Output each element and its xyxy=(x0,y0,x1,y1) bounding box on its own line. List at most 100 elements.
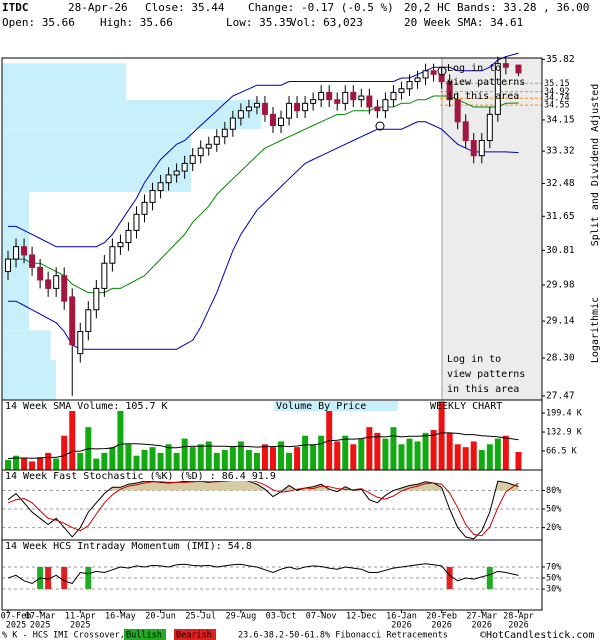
symbol: ITDC xyxy=(2,1,29,14)
x-tick-label: 12-Dec xyxy=(346,612,377,622)
y-tick-label: 32.48 xyxy=(546,178,575,189)
volume-bar xyxy=(470,441,477,470)
volume-bar xyxy=(261,444,268,470)
candle-body xyxy=(278,117,285,127)
volume-bar xyxy=(77,452,84,470)
y-tick-label: 132.9 K xyxy=(546,428,583,438)
candle-body xyxy=(29,254,36,268)
legend-bands: 20,2 HC Bands: 33.28 , 36.00 xyxy=(404,1,589,14)
volume-bar xyxy=(326,404,333,470)
candle-body xyxy=(149,190,156,203)
candle-body xyxy=(414,77,421,83)
fibonacci-label: 34.74 xyxy=(544,94,570,104)
volume-bar xyxy=(53,458,60,470)
volume-by-price-bar xyxy=(2,266,29,331)
volume-bar xyxy=(237,441,244,470)
candle-body xyxy=(326,91,333,101)
volume-bar xyxy=(133,455,140,470)
candle-body xyxy=(221,128,228,138)
candle-body xyxy=(5,258,11,273)
candle-body xyxy=(101,262,108,289)
volume-bar xyxy=(189,447,196,470)
fibonacci-label: 34.55 xyxy=(544,101,570,111)
legend-bullish: Bullish xyxy=(126,631,162,640)
candle-body xyxy=(213,136,220,145)
candle-body xyxy=(302,102,309,112)
pattern-marker xyxy=(375,121,385,131)
volume-bar xyxy=(350,444,357,470)
candle-body xyxy=(310,99,317,104)
volume-bar xyxy=(37,457,44,470)
volume-by-price-bar xyxy=(2,63,127,101)
label-bg xyxy=(3,401,171,411)
volume-bar xyxy=(213,452,220,470)
volume-bar xyxy=(430,430,437,470)
y-tick-label: 50% xyxy=(546,574,561,584)
label-bg xyxy=(3,541,251,551)
overlay-line xyxy=(8,95,519,294)
y-tick-label: 199.4 K xyxy=(546,409,583,419)
candle-body xyxy=(37,266,44,281)
candle-body xyxy=(181,162,188,172)
candle-body xyxy=(117,242,124,248)
candle-body xyxy=(109,246,116,264)
volume-sma xyxy=(7,432,519,460)
imi-panel xyxy=(1,539,543,611)
candle-body xyxy=(229,117,236,130)
volume-bar xyxy=(109,447,116,470)
volume-bar xyxy=(366,427,373,470)
notice-bottom: Log in to view patterns in this area xyxy=(447,354,525,395)
volume-bar xyxy=(117,404,124,470)
volume-bar xyxy=(197,444,204,470)
volume-bar xyxy=(454,444,461,470)
volume-bar xyxy=(278,441,285,470)
volume-bar xyxy=(294,447,301,470)
candle-body xyxy=(77,331,84,355)
volume-bar xyxy=(478,450,485,470)
close: Close: 35.44 xyxy=(145,1,225,14)
candle-body xyxy=(422,70,429,79)
stochastic-fill xyxy=(8,479,519,491)
volume-by-price-bar xyxy=(2,330,51,360)
fibonacci-label: 35.15 xyxy=(544,79,570,89)
candle-body xyxy=(261,102,268,115)
stochastic-title: 14 Week Fast Stochastic (%K) (%D) : 86.4… xyxy=(5,471,276,482)
candle-body xyxy=(486,113,493,142)
volume-bar xyxy=(93,458,100,470)
candle-body xyxy=(205,143,212,149)
volume-bar xyxy=(149,447,156,470)
candle-body xyxy=(454,99,461,123)
volume-bar xyxy=(414,441,421,470)
overlay-line xyxy=(8,121,519,350)
y-tick-label: 29.14 xyxy=(546,316,575,327)
crossover-signal xyxy=(61,567,68,590)
candle-body xyxy=(85,309,92,333)
low: Low: 35.35 xyxy=(226,16,292,29)
header: ITDC 28-Apr-26 Close: 35.44 Change: -0.1… xyxy=(2,1,589,29)
side-label: Split and Dividend Adjusted xyxy=(590,84,600,247)
notice-line: view patterns xyxy=(447,77,525,88)
volume-bar xyxy=(165,444,172,470)
fibonacci-legend: 23.6-38.2-50-61.8% Fibonacci Retracement… xyxy=(238,631,448,640)
volume-bar xyxy=(486,444,493,470)
volume-bar xyxy=(253,452,260,470)
candle-body xyxy=(470,140,477,157)
y-tick-label: 30% xyxy=(546,585,561,595)
y-tick-label: 33.32 xyxy=(546,146,575,157)
volume-bar xyxy=(342,435,349,470)
crossover-signal xyxy=(85,567,92,590)
footer: % K - HCS IMI Crossover, Bullish Bearish… xyxy=(2,629,594,640)
candle-body xyxy=(446,81,453,101)
volume-bar xyxy=(141,450,148,470)
indicator-line xyxy=(7,478,519,540)
volume-by-price-bar xyxy=(2,192,29,234)
candle-body xyxy=(173,170,180,176)
y-tick-label: 28.30 xyxy=(546,353,575,364)
x-tick-label: 27-Mar xyxy=(466,612,497,622)
x-tick-year: 2025 xyxy=(30,621,50,631)
x-tick-year: 2025 xyxy=(6,621,26,631)
volume-bar xyxy=(422,432,429,470)
volume-bar xyxy=(125,444,132,470)
candle-body xyxy=(374,106,381,112)
